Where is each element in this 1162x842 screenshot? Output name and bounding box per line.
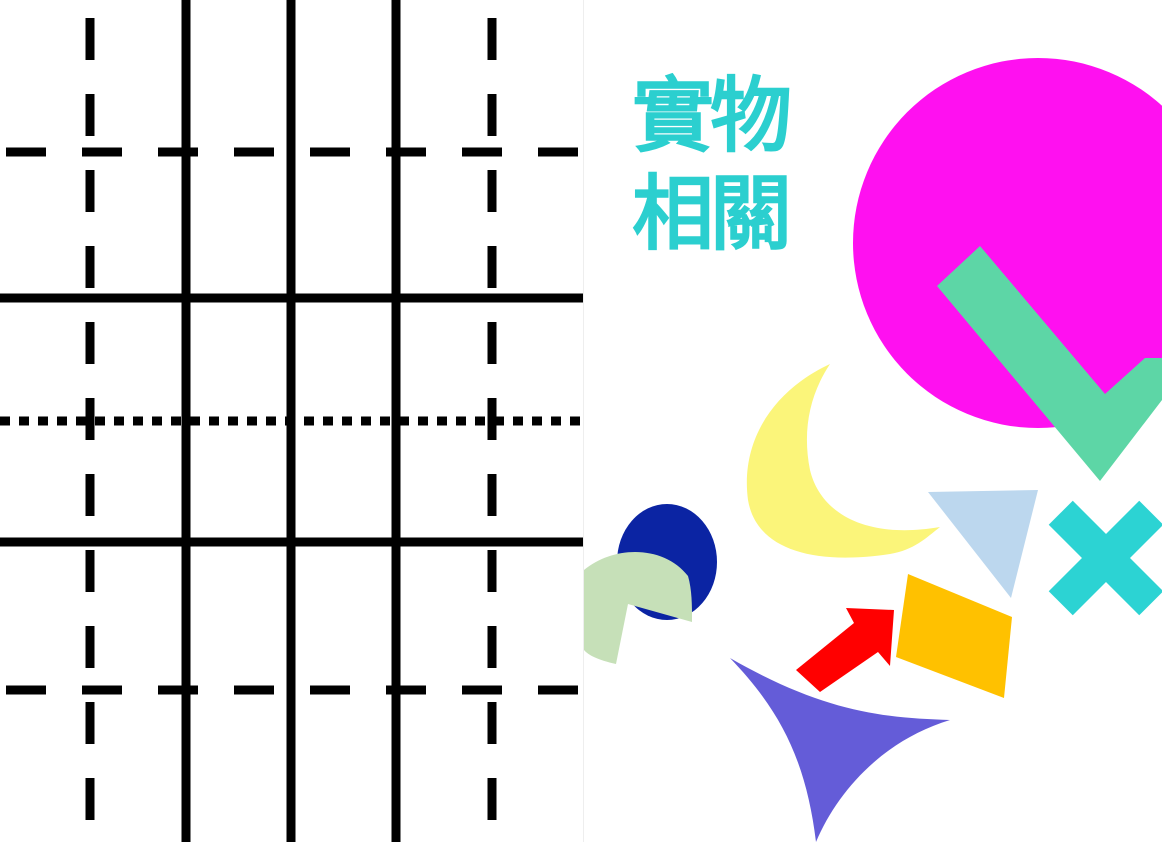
check-mark [937, 246, 1162, 481]
magenta-circle [853, 58, 1162, 428]
purple-concave-triangle [730, 658, 950, 842]
grid-panel [0, 0, 583, 842]
title-line-1: 實物 [632, 69, 792, 164]
red-arrow [796, 608, 894, 692]
cross [1048, 500, 1162, 616]
panel-divider [583, 0, 584, 842]
crescent [746, 364, 940, 558]
light-blue-triangle [928, 490, 1038, 598]
orange-parallelogram [896, 574, 1012, 698]
practice-grid [0, 0, 583, 842]
title-line-2: 相關 [632, 167, 792, 262]
pale-green-pie [584, 551, 692, 664]
shapes-illustration [584, 58, 1162, 842]
illustration-panel: 實物 相關 [584, 0, 1162, 842]
page-title: 實物 相關 [632, 68, 822, 264]
